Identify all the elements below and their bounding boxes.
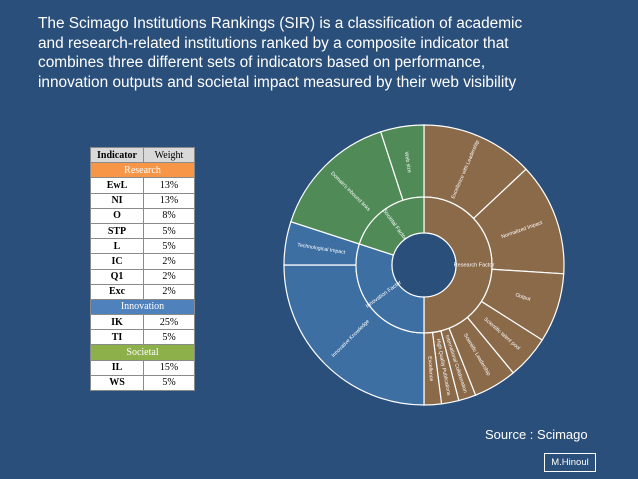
outer-label-excellence: Excellence — [426, 356, 434, 382]
title-line: The Scimago Institutions Rankings (SIR) … — [38, 15, 523, 32]
weight-cell: 5% — [143, 374, 195, 392]
indicator-cell: EwL — [90, 177, 144, 194]
inner-ring — [355, 196, 493, 334]
outer-label-output: Output — [514, 292, 531, 303]
indicator-weight-table: Indicator Weight Research EwL 13% NI 13% O… — [90, 146, 195, 392]
weight-header: Weight — [143, 146, 195, 164]
outer-label-web-size: Web size — [403, 151, 412, 173]
weight-cell: 15% — [143, 359, 195, 376]
section-label: Research — [90, 162, 195, 179]
table-row: EwL 13% — [90, 177, 195, 194]
indicator-cell: IK — [90, 314, 144, 331]
source-credit: Source : Scimago — [485, 427, 588, 442]
weight-cell: 2% — [143, 268, 195, 285]
indicator-cell: NI — [90, 192, 144, 209]
indicator-header: Indicator — [90, 146, 144, 164]
table-row: IK 25% — [90, 314, 195, 331]
title-line: combines three different sets of indicat… — [38, 54, 486, 71]
weight-cell: 13% — [143, 192, 195, 209]
weight-cell: 25% — [143, 314, 195, 331]
table-row: NI 13% — [90, 192, 195, 209]
author-box: M.Hinoul — [544, 453, 596, 472]
table-row: WS 5% — [90, 374, 195, 392]
indicator-cell: IC — [90, 253, 144, 270]
indicator-cell: STP — [90, 222, 144, 240]
weight-cell: 13% — [143, 177, 195, 194]
table-row: IC 2% — [90, 253, 195, 270]
weight-cell: 5% — [143, 222, 195, 240]
inner-label-research-factor: Research Factor — [454, 262, 495, 268]
table-row: IL 15% — [90, 359, 195, 376]
weight-cell: 5% — [143, 329, 195, 346]
indicator-cell: O — [90, 207, 144, 224]
title-line: and research-related institutions ranked… — [38, 34, 509, 52]
table-row: Exc 2% — [90, 283, 195, 300]
slide-title: The Scimago Institutions Rankings (SIR) … — [38, 14, 618, 92]
center-hole — [391, 232, 457, 298]
title-line: innovation outputs and societal impact m… — [38, 73, 517, 91]
table-row: STP 5% — [90, 222, 195, 240]
table-header-row: Indicator Weight — [90, 146, 195, 164]
weight-cell: 8% — [143, 207, 195, 224]
indicator-cell: WS — [90, 374, 144, 392]
section-row-research: Research — [90, 162, 195, 179]
table-row: O 8% — [90, 207, 195, 224]
indicator-cell: Exc — [90, 283, 144, 300]
